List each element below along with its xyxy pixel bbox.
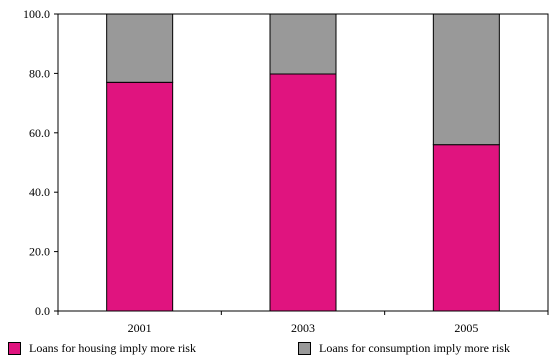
bar-housing-2001 (106, 81, 174, 312)
x-tick-label: 2003 (291, 321, 315, 335)
legend-swatch-housing (8, 342, 21, 355)
y-tick-label: 60.0 (29, 126, 50, 140)
legend-label-consumption: Loans for consumption imply more risk (319, 341, 510, 355)
x-axis: 2001 2003 2005 (57, 311, 549, 335)
y-axis: 0.0 20.0 40.0 60.0 80.0 100.0 (23, 7, 58, 318)
legend: Loans for housing imply more risk Loans … (0, 341, 551, 361)
y-tick-label: 0.0 (35, 304, 50, 318)
legend-item-housing: Loans for housing imply more risk (8, 341, 196, 356)
bar-housing-2003 (269, 73, 337, 312)
x-tick-label: 2001 (128, 321, 152, 335)
bar-housing-2005 (432, 144, 500, 312)
legend-item-consumption: Loans for consumption imply more risk (298, 341, 510, 356)
y-tick-label: 40.0 (29, 185, 50, 199)
y-tick-label: 20.0 (29, 245, 50, 259)
bar-consumption-2003 (269, 13, 337, 75)
y-tick-label: 80.0 (29, 66, 50, 80)
bars (106, 13, 500, 312)
legend-label-housing: Loans for housing imply more risk (29, 341, 196, 355)
bar-consumption-2005 (432, 13, 500, 146)
y-tick-label: 100.0 (23, 7, 50, 21)
plot-area: 0.0 20.0 40.0 60.0 80.0 100.0 2001 2003 2005 (23, 7, 549, 335)
x-tick-label: 2005 (454, 321, 478, 335)
legend-swatch-consumption (298, 342, 311, 355)
bar-consumption-2001 (106, 13, 174, 83)
